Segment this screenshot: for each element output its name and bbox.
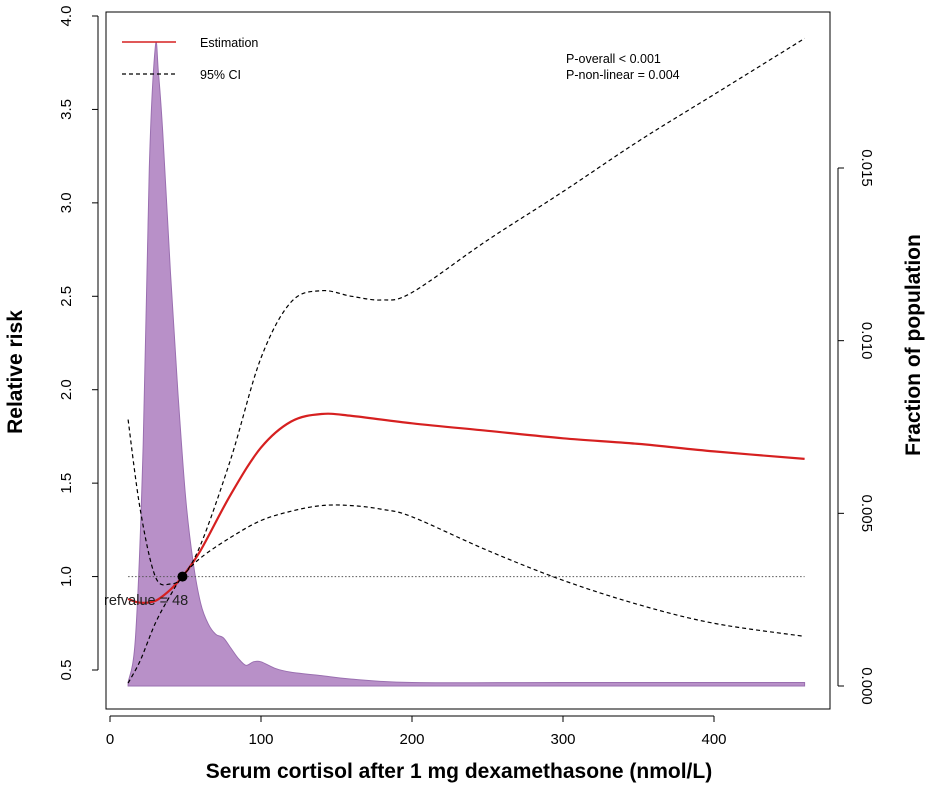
y2-tick-label: 0.010 [858,322,875,360]
y-tick-label: 1.0 [58,566,75,587]
y-tick-label: 3.0 [58,192,75,213]
y2-tick-label: 0.000 [858,667,875,705]
annotation-p-overall: P-overall < 0.001 [566,52,661,66]
legend-label-estimation: Estimation [200,36,258,50]
y-tick-label: 1.5 [58,473,75,494]
y2-axis-title: Fraction of population [902,234,925,456]
x-axis: 0 100 200 300 400 [106,715,727,748]
series-estimation [127,412,805,604]
y-tick-label: 4.0 [58,6,75,27]
y-axis-right: 0.000 0.005 0.010 0.015 [837,149,875,705]
y-axis-title: Relative risk [4,310,27,434]
legend: Estimation 95% CI [122,36,258,82]
plot-area: refvalue = 48 [104,37,806,687]
y2-tick-label: 0.015 [858,149,875,187]
density-area [127,41,806,687]
y2-tick-label: 0.005 [858,495,875,533]
x-tick-label: 400 [701,731,726,748]
x-axis-title: Serum cortisol after 1 mg dexamethasone … [206,760,712,783]
y-tick-label: 0.5 [58,660,75,681]
y-tick-label: 3.5 [58,99,75,120]
reference-point [177,571,188,582]
y-axis-left: 0.5 1.0 1.5 2.0 2.5 3.0 3.5 4.0 [58,6,99,681]
annotation-p-nonlinear: P-non-linear = 0.004 [566,68,680,82]
x-tick-label: 300 [550,731,575,748]
legend-label-ci: 95% CI [200,68,241,82]
plot-frame [105,11,831,710]
y-tick-label: 2.5 [58,286,75,307]
x-tick-label: 0 [106,731,114,748]
x-tick-label: 200 [399,731,424,748]
reference-label: refvalue = 48 [104,593,188,609]
x-tick-label: 100 [248,731,273,748]
y-tick-label: 2.0 [58,379,75,400]
series-ci-upper [127,37,805,586]
